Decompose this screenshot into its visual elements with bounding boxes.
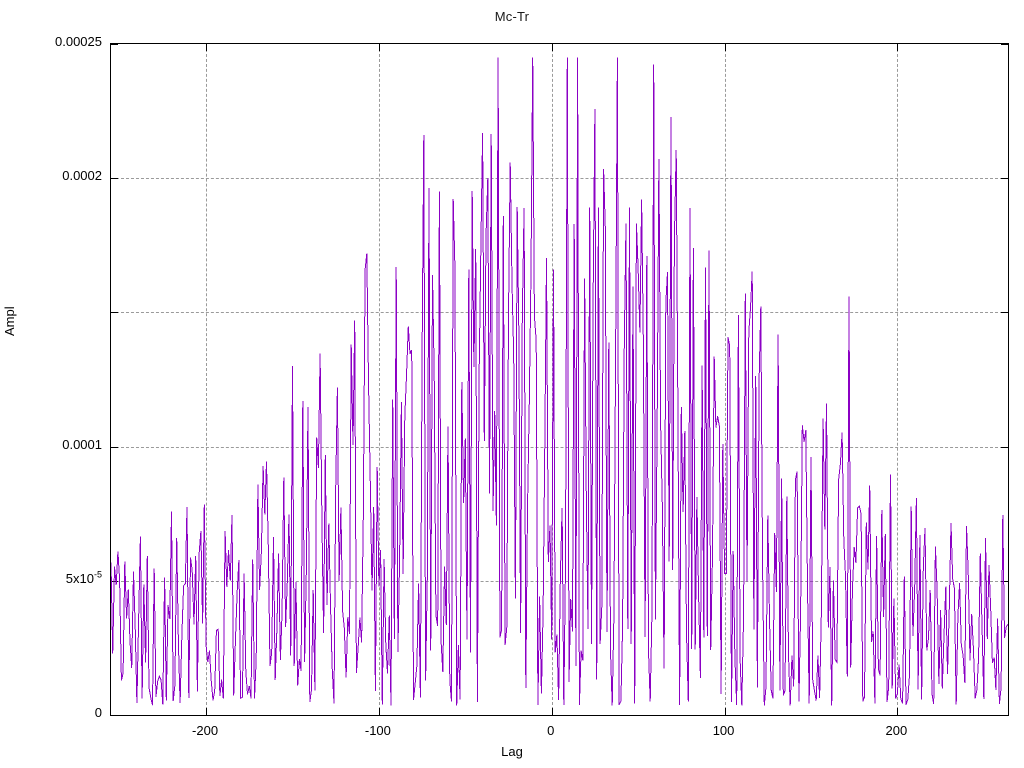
plot-area — [110, 43, 1009, 716]
y-tick-mark — [1001, 447, 1008, 448]
gridline-vertical — [897, 44, 898, 715]
y-tick-mark — [111, 447, 118, 448]
x-tick-mark — [552, 708, 553, 715]
x-tick-mark — [725, 708, 726, 715]
trace-polyline — [111, 57, 1008, 706]
gridline-horizontal — [111, 178, 1008, 179]
y-tick-mark — [1001, 581, 1008, 582]
x-tick-mark — [206, 708, 207, 715]
y-tick-mark — [111, 715, 118, 716]
gridline-horizontal — [111, 447, 1008, 448]
y-tick-mark — [1001, 312, 1008, 313]
y-tick-mark — [111, 312, 118, 313]
chart-title: Mc-Tr — [494, 9, 530, 24]
y-tick-label: 0 — [94, 705, 102, 720]
x-tick-mark — [725, 44, 726, 51]
x-tick-label: -200 — [192, 723, 219, 738]
x-tick-label: 100 — [712, 723, 735, 738]
gridline-vertical — [725, 44, 726, 715]
gridline-horizontal — [111, 312, 1008, 313]
x-tick-label: -100 — [364, 723, 391, 738]
x-tick-mark — [379, 44, 380, 51]
gridline-vertical — [206, 44, 207, 715]
x-tick-mark — [897, 708, 898, 715]
y-tick-label: 0.0001 — [62, 436, 102, 452]
y-tick-mark — [111, 178, 118, 179]
y-tick-mark — [1001, 715, 1008, 716]
y-tick-label: 5x10-5 — [65, 569, 102, 586]
y-tick-label: 0.0002 — [62, 168, 102, 184]
x-tick-mark — [552, 44, 553, 51]
gridline-vertical — [379, 44, 380, 715]
y-tick-mark — [1001, 178, 1008, 179]
data-trace — [111, 57, 1008, 706]
plot-inner — [111, 44, 1008, 715]
y-tick-mark — [1001, 44, 1008, 45]
x-tick-mark — [379, 708, 380, 715]
y-tick-mark — [111, 44, 118, 45]
y-axis-title: Ampl — [2, 306, 17, 336]
x-tick-label: 0 — [547, 723, 555, 738]
x-axis-title: Lag — [501, 744, 523, 759]
x-tick-mark — [897, 44, 898, 51]
x-tick-label: 200 — [885, 723, 908, 738]
x-tick-mark — [206, 44, 207, 51]
gridline-horizontal — [111, 581, 1008, 582]
y-tick-label: 0.00025 — [55, 34, 102, 49]
